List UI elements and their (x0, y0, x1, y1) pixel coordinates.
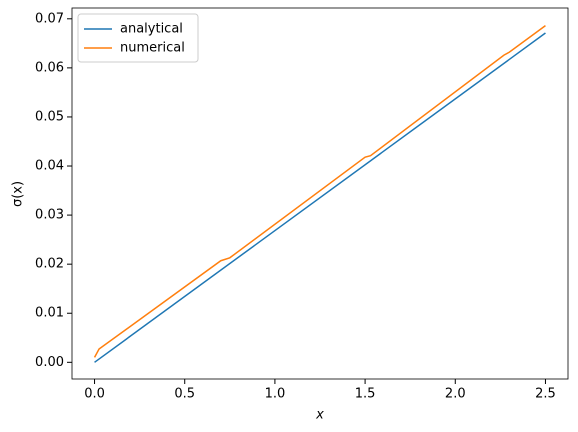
y-tick-label: 0.00 (35, 355, 64, 370)
data-line (93, 25, 546, 358)
y-tick-label: 0.02 (35, 257, 64, 272)
y-tick-label: 0.07 (35, 11, 64, 26)
y-axis-label: σ(x) (11, 181, 26, 207)
y-tick-label: 0.01 (35, 306, 64, 321)
y-tick-label: 0.04 (35, 159, 64, 174)
y-tick-label: 0.05 (35, 109, 64, 124)
x-tick-label: 2.5 (535, 387, 556, 402)
legend-label: numerical (120, 41, 185, 56)
x-axis-label: x (315, 408, 324, 423)
plot-frame (71, 7, 569, 380)
x-tick-label: 1.5 (355, 387, 376, 402)
y-tick-label: 0.03 (35, 208, 64, 223)
x-tick-label: 0.5 (174, 387, 195, 402)
x-tick-label: 1.0 (265, 387, 286, 402)
data-line (94, 32, 546, 363)
x-tick-label: 2.0 (445, 387, 466, 402)
legend-label: analytical (120, 22, 183, 37)
legend-box (77, 13, 199, 63)
y-tick-label: 0.06 (35, 60, 64, 75)
x-tick-label: 0.0 (84, 387, 105, 402)
